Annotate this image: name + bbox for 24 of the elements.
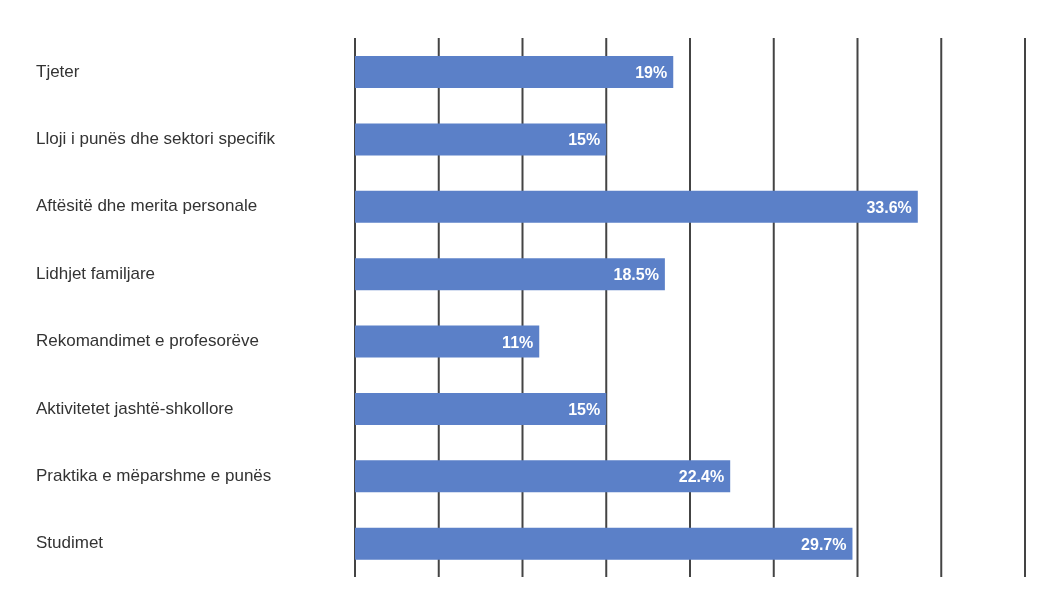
data-label: 15% <box>568 131 601 149</box>
y-tick-label: Tjeter <box>36 61 80 81</box>
data-label: 11% <box>502 333 534 351</box>
data-label: 29.7% <box>801 535 847 553</box>
data-label: 19% <box>635 64 668 81</box>
y-tick-label: Studimet <box>36 533 104 553</box>
bar <box>355 56 674 88</box>
y-tick-label: Praktika e mëparshme e punës <box>36 465 272 485</box>
y-tick-label: Aktivitetet jashtë-shkollore <box>36 398 234 418</box>
bar <box>355 325 540 358</box>
data-label: 33.6% <box>866 198 912 216</box>
data-label: 15% <box>568 400 601 418</box>
bar <box>355 258 665 291</box>
y-tick-label: Aftësitë dhe merita personale <box>36 196 258 216</box>
bar <box>355 123 607 156</box>
bar <box>355 190 918 223</box>
bar <box>355 527 853 560</box>
y-tick-label: Lidhjet familjare <box>36 263 156 283</box>
bar <box>355 460 731 493</box>
y-tick-label: Lloji i punës dhe sektori specifik <box>36 129 276 149</box>
bar <box>355 392 607 425</box>
data-label: 18.5% <box>613 266 659 284</box>
data-label: 22.4% <box>678 468 725 486</box>
y-tick-label: Rekomandimet e profesorëve <box>36 331 260 351</box>
